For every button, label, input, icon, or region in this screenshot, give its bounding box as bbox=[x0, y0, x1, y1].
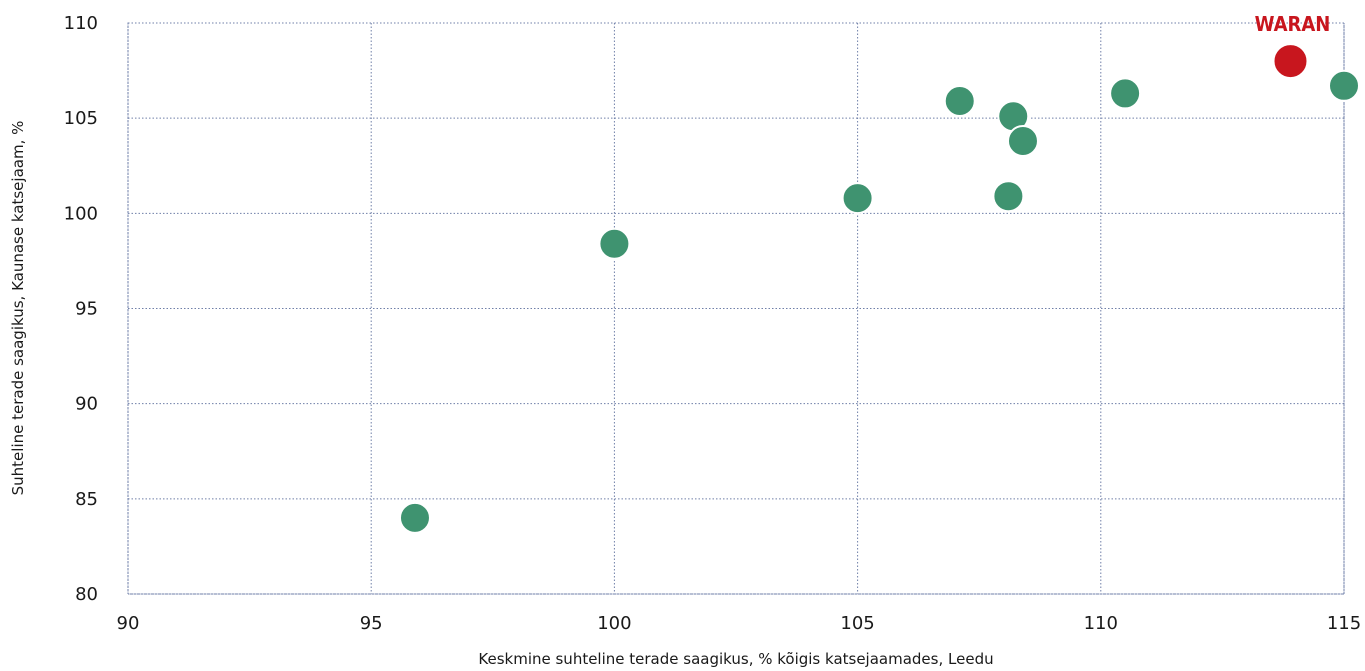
x-tick-label: 105 bbox=[840, 613, 874, 634]
point-labels: WARAN bbox=[1255, 12, 1331, 36]
y-tick-label: 85 bbox=[75, 489, 98, 510]
data-point bbox=[1006, 125, 1039, 158]
y-tick-label: 80 bbox=[75, 584, 98, 605]
data-point bbox=[598, 227, 631, 260]
grid-layer bbox=[127, 22, 1345, 595]
data-points bbox=[398, 43, 1360, 534]
x-axis-label: Keskmine suhteline terade saagikus, % kõ… bbox=[478, 650, 993, 668]
data-point bbox=[943, 85, 976, 118]
data-point bbox=[1109, 77, 1142, 110]
data-point bbox=[1328, 69, 1360, 102]
y-tick-label: 95 bbox=[75, 299, 98, 320]
data-point bbox=[398, 501, 431, 534]
y-tick-label: 100 bbox=[64, 203, 98, 224]
x-tick-label: 90 bbox=[117, 613, 140, 634]
x-tick-label: 115 bbox=[1327, 613, 1361, 634]
y-tick-label: 105 bbox=[64, 108, 98, 129]
data-point bbox=[992, 180, 1025, 213]
tick-labels: 90 95 100 105 110 115 80 85 90 95 100 105 110 bbox=[64, 13, 1362, 634]
y-tick-label: 110 bbox=[64, 13, 98, 34]
data-point bbox=[841, 182, 874, 215]
highlight-point-label: WARAN bbox=[1255, 12, 1331, 36]
y-tick-label: 90 bbox=[75, 394, 98, 415]
x-tick-label: 95 bbox=[360, 613, 383, 634]
y-axis-label: Suhteline terade saagikus, Kaunase katse… bbox=[9, 121, 27, 496]
highlighted-data-point bbox=[1272, 43, 1309, 80]
x-tick-label: 110 bbox=[1084, 613, 1118, 634]
x-tick-label: 100 bbox=[597, 613, 631, 634]
